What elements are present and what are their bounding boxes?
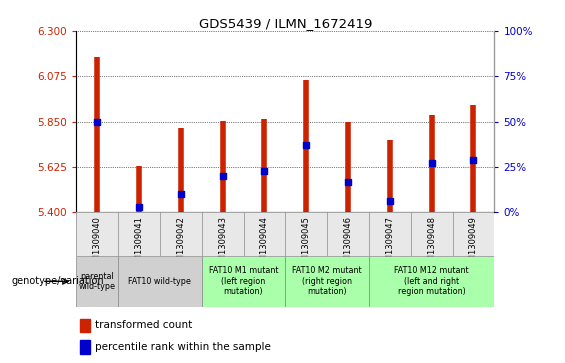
- Text: transformed count: transformed count: [95, 321, 192, 330]
- Text: GSM1309049: GSM1309049: [469, 216, 478, 272]
- Text: FAT10 M12 mutant
(left and right
region mutation): FAT10 M12 mutant (left and right region …: [394, 266, 469, 296]
- Point: [93, 119, 102, 125]
- Text: GSM1309047: GSM1309047: [385, 216, 394, 272]
- Bar: [80, 340, 90, 354]
- Bar: [118, 256, 202, 307]
- Bar: [411, 212, 453, 256]
- Point: [427, 160, 436, 166]
- Bar: [327, 212, 369, 256]
- Point: [134, 204, 144, 210]
- Title: GDS5439 / ILMN_1672419: GDS5439 / ILMN_1672419: [199, 17, 372, 30]
- Bar: [160, 212, 202, 256]
- Bar: [285, 256, 369, 307]
- Text: GSM1309046: GSM1309046: [344, 216, 353, 272]
- Point: [344, 179, 353, 184]
- Text: GSM1309044: GSM1309044: [260, 216, 269, 272]
- Bar: [369, 256, 494, 307]
- Bar: [202, 256, 285, 307]
- Text: FAT10 wild-type: FAT10 wild-type: [128, 277, 192, 286]
- Bar: [244, 212, 285, 256]
- Bar: [80, 319, 90, 332]
- Bar: [285, 212, 327, 256]
- Point: [176, 191, 185, 197]
- Text: parental
wild-type: parental wild-type: [79, 272, 116, 291]
- Bar: [369, 212, 411, 256]
- Text: GSM1309040: GSM1309040: [93, 216, 102, 272]
- Text: FAT10 M2 mutant
(right region
mutation): FAT10 M2 mutant (right region mutation): [292, 266, 362, 296]
- Bar: [118, 212, 160, 256]
- Text: GSM1309048: GSM1309048: [427, 216, 436, 272]
- Point: [469, 157, 478, 163]
- Text: GSM1309045: GSM1309045: [302, 216, 311, 272]
- Bar: [202, 212, 244, 256]
- Point: [260, 168, 269, 174]
- Bar: [453, 212, 494, 256]
- Text: GSM1309041: GSM1309041: [134, 216, 144, 272]
- Text: FAT10 M1 mutant
(left region
mutation): FAT10 M1 mutant (left region mutation): [208, 266, 279, 296]
- Text: GSM1309042: GSM1309042: [176, 216, 185, 272]
- Point: [302, 142, 311, 148]
- Bar: [76, 256, 118, 307]
- Point: [218, 173, 227, 179]
- Text: genotype/variation: genotype/variation: [11, 276, 104, 286]
- Bar: [76, 212, 118, 256]
- Text: percentile rank within the sample: percentile rank within the sample: [95, 342, 271, 352]
- Text: GSM1309043: GSM1309043: [218, 216, 227, 272]
- Point: [385, 199, 394, 204]
